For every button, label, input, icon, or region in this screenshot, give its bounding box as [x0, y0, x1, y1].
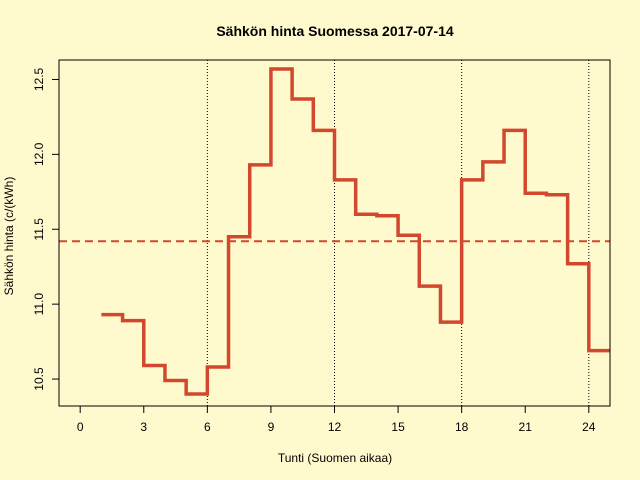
y-tick-label: 12.0 — [32, 142, 46, 166]
x-tick-label: 12 — [328, 420, 342, 434]
y-tick-label: 10.5 — [32, 367, 46, 391]
x-tick-label: 18 — [455, 420, 469, 434]
chart-title: Sähkön hinta Suomessa 2017-07-14 — [216, 23, 454, 39]
y-tick-label: 11.0 — [32, 293, 46, 316]
y-tick-label: 11.5 — [32, 218, 46, 241]
y-tick-label: 12.5 — [32, 67, 46, 91]
x-tick-label: 6 — [204, 420, 211, 434]
y-axis-label: Sähkön hinta (c/(kWh) — [2, 177, 16, 296]
x-tick-label: 24 — [582, 420, 596, 434]
series-line-0 — [101, 67, 610, 396]
x-tick-label: 15 — [391, 420, 405, 434]
plot-area: 0 3 6 9 12 15 18 21 24 10.5 11.0 11.5 12.0 12.5 — [32, 59, 611, 434]
x-tick-label: 3 — [140, 420, 147, 434]
x-axis-label: Tunti (Suomen aikaa) — [278, 451, 392, 465]
x-tick-label: 0 — [77, 420, 84, 434]
x-tick-label: 21 — [519, 420, 533, 434]
x-tick-label: 9 — [268, 420, 275, 434]
